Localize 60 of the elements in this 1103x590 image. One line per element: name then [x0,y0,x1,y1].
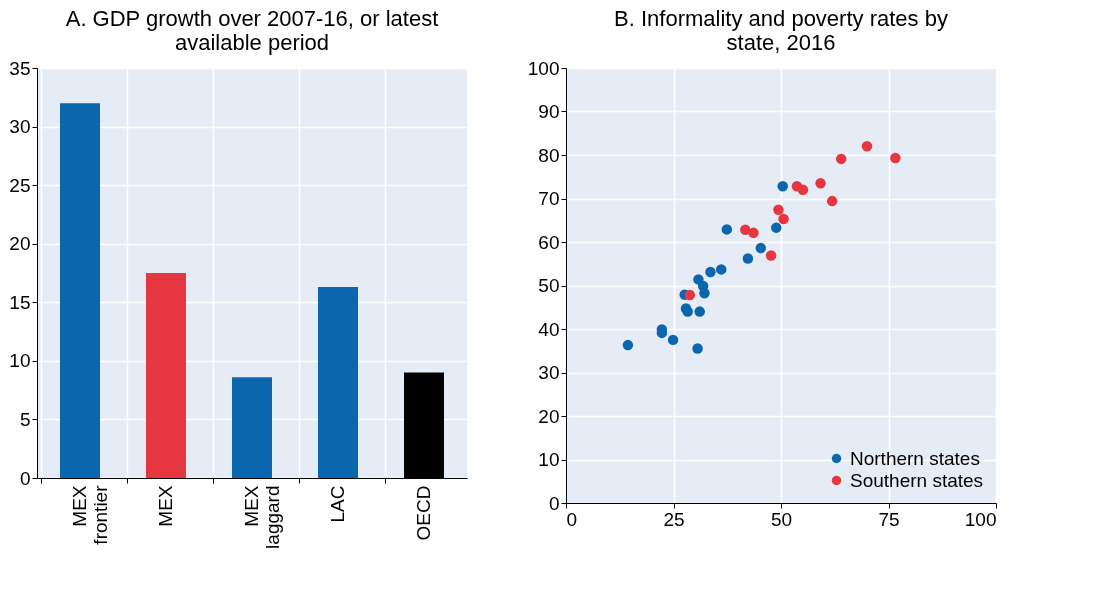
y-tick-label: 5 [19,408,31,430]
x-tick-label: 0 [566,508,578,530]
y-tick-label: 10 [9,350,31,372]
point [667,334,679,346]
point [740,224,751,236]
x-tick-label: 50 [770,508,793,530]
x-tick-label: OECD [413,485,434,541]
point [826,195,838,207]
point [622,339,634,351]
x-tick-label: 100 [964,508,997,530]
y-tick-label: 60 [538,231,560,253]
x-tick-label: LAC [327,485,348,523]
point [742,253,754,264]
chart-title: B. Informality and poverty rates by state, 2016 [614,6,948,55]
y-tick-label: 15 [9,291,31,313]
point [765,250,777,261]
point [778,213,789,225]
point [773,204,784,216]
y-tick-label: 20 [9,233,31,255]
point [705,266,716,278]
y-tick-label: 25 [9,174,31,196]
chart-title: A. GDP growth over 2007-16, or latest available period [65,6,439,55]
y-tick-label: 90 [538,101,560,122]
y-tick-label: 35 [9,57,31,79]
point [835,153,847,165]
point [777,181,788,192]
bar [146,273,186,478]
y-tick-label: 70 [538,188,560,209]
y-tick-label: 50 [538,275,560,296]
y-tick-label: 100 [527,57,560,79]
y-tick-label: 20 [538,405,560,427]
x-tick-label: MEX frontier [69,484,111,545]
legend-label: Southern states [850,469,984,491]
y-tick-label: 40 [538,318,560,340]
x-tick-label: MEX laggard [241,485,283,549]
point [748,227,759,239]
x-tick-label: MEX [155,485,176,527]
point [815,178,826,189]
y-tick-label: 10 [538,449,560,470]
bar [232,377,272,478]
x-tick-label: 25 [663,508,685,530]
point [715,264,727,275]
point [890,152,901,164]
y-tick-label: 80 [538,144,560,166]
point [684,289,696,301]
bar [318,287,358,478]
legend-label: Northern states [850,447,980,469]
y-tick-label: 0 [19,467,31,489]
point [694,306,705,317]
x-tick-label: 75 [878,508,900,530]
point [861,141,873,152]
point [755,242,767,254]
bar [60,103,100,478]
point [699,288,710,299]
point [721,224,733,235]
point [771,222,782,233]
y-tick-label: 30 [538,362,560,383]
point [692,343,703,354]
y-tick-label: 30 [9,116,31,138]
point [797,184,809,196]
